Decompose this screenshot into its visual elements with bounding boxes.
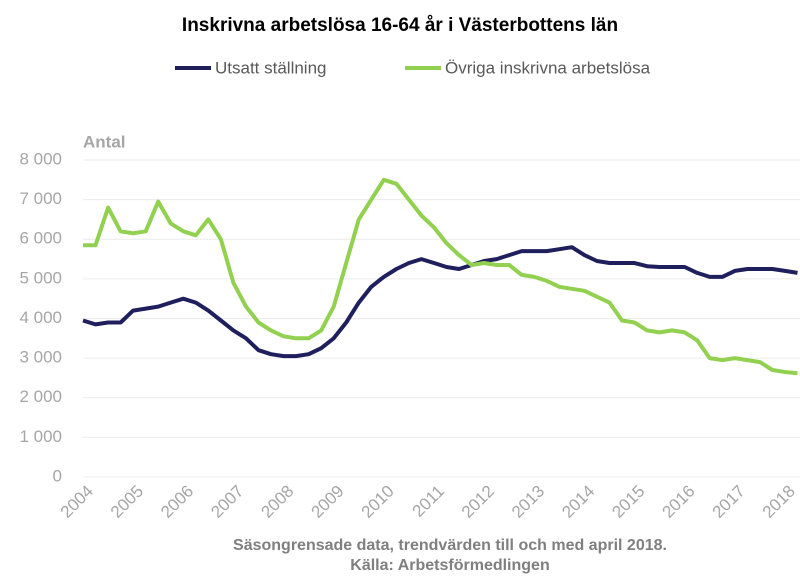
y-tick-label: 2 000	[19, 387, 62, 406]
legend-label: Utsatt ställning	[215, 58, 327, 77]
legend-label: Övriga inskrivna arbetslösa	[445, 58, 651, 77]
note: Källa: Arbetsförmedlingen	[350, 557, 549, 574]
x-tick-label: 2004	[57, 482, 97, 522]
note: Säsongrensade data, trendvärden till och…	[233, 537, 667, 554]
y-tick-label: 0	[53, 466, 62, 485]
x-tick-label: 2010	[358, 482, 398, 522]
x-tick-label: 2013	[508, 482, 548, 522]
x-tick-label: 2016	[658, 482, 698, 522]
x-tick-label: 2006	[157, 482, 197, 522]
chart-title: Inskrivna arbetslösa 16-64 år i Västerbo…	[182, 15, 618, 36]
x-tick-label: 2005	[107, 482, 147, 522]
x-tick-label: 2009	[308, 482, 348, 522]
y-tick-label: 1 000	[19, 427, 62, 446]
x-tick-label: 2015	[608, 482, 648, 522]
y-tick-label: 8 000	[19, 149, 62, 168]
y-tick-label: 6 000	[19, 229, 62, 248]
x-tick-label: 2008	[257, 482, 297, 522]
x-tick-label: 2012	[458, 482, 498, 522]
y-tick-label: 3 000	[19, 348, 62, 367]
y-tick-label: 7 000	[19, 189, 62, 208]
x-tick-label: 2007	[207, 482, 247, 522]
y-tick-label: 5 000	[19, 268, 62, 287]
series-line	[83, 177, 798, 376]
x-tick-label: 2014	[558, 482, 598, 522]
series-line	[82, 245, 798, 359]
x-tick-label: 2018	[759, 482, 799, 522]
x-tick-label: 2011	[409, 482, 448, 521]
y-tick-label: 4 000	[19, 308, 62, 327]
x-tick-label: 2017	[709, 482, 749, 522]
y-axis-label: Antal	[83, 132, 126, 151]
